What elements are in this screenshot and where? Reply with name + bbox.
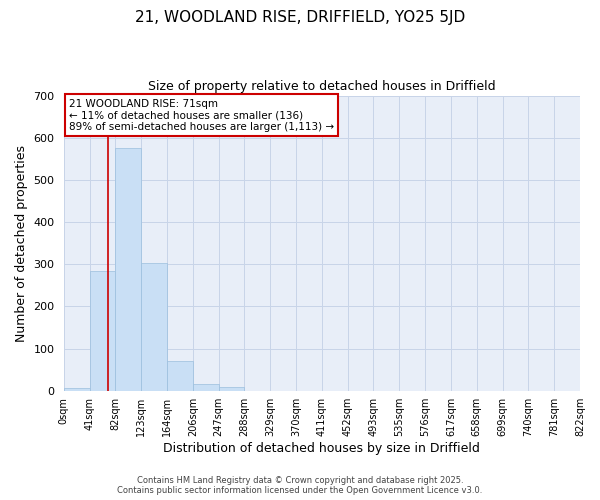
Bar [64,388,89,391]
Bar [141,264,167,391]
Bar [115,148,141,391]
Text: Contains HM Land Registry data © Crown copyright and database right 2025.
Contai: Contains HM Land Registry data © Crown c… [118,476,482,495]
Text: 21, WOODLAND RISE, DRIFFIELD, YO25 5JD: 21, WOODLAND RISE, DRIFFIELD, YO25 5JD [135,10,465,25]
Text: 21 WOODLAND RISE: 71sqm
← 11% of detached houses are smaller (136)
89% of semi-d: 21 WOODLAND RISE: 71sqm ← 11% of detache… [69,98,334,132]
Bar [89,270,115,391]
Title: Size of property relative to detached houses in Driffield: Size of property relative to detached ho… [148,80,496,93]
Bar [193,384,218,391]
Y-axis label: Number of detached properties: Number of detached properties [15,144,28,342]
Bar [167,362,193,391]
Bar [218,387,244,391]
X-axis label: Distribution of detached houses by size in Driffield: Distribution of detached houses by size … [163,442,480,455]
